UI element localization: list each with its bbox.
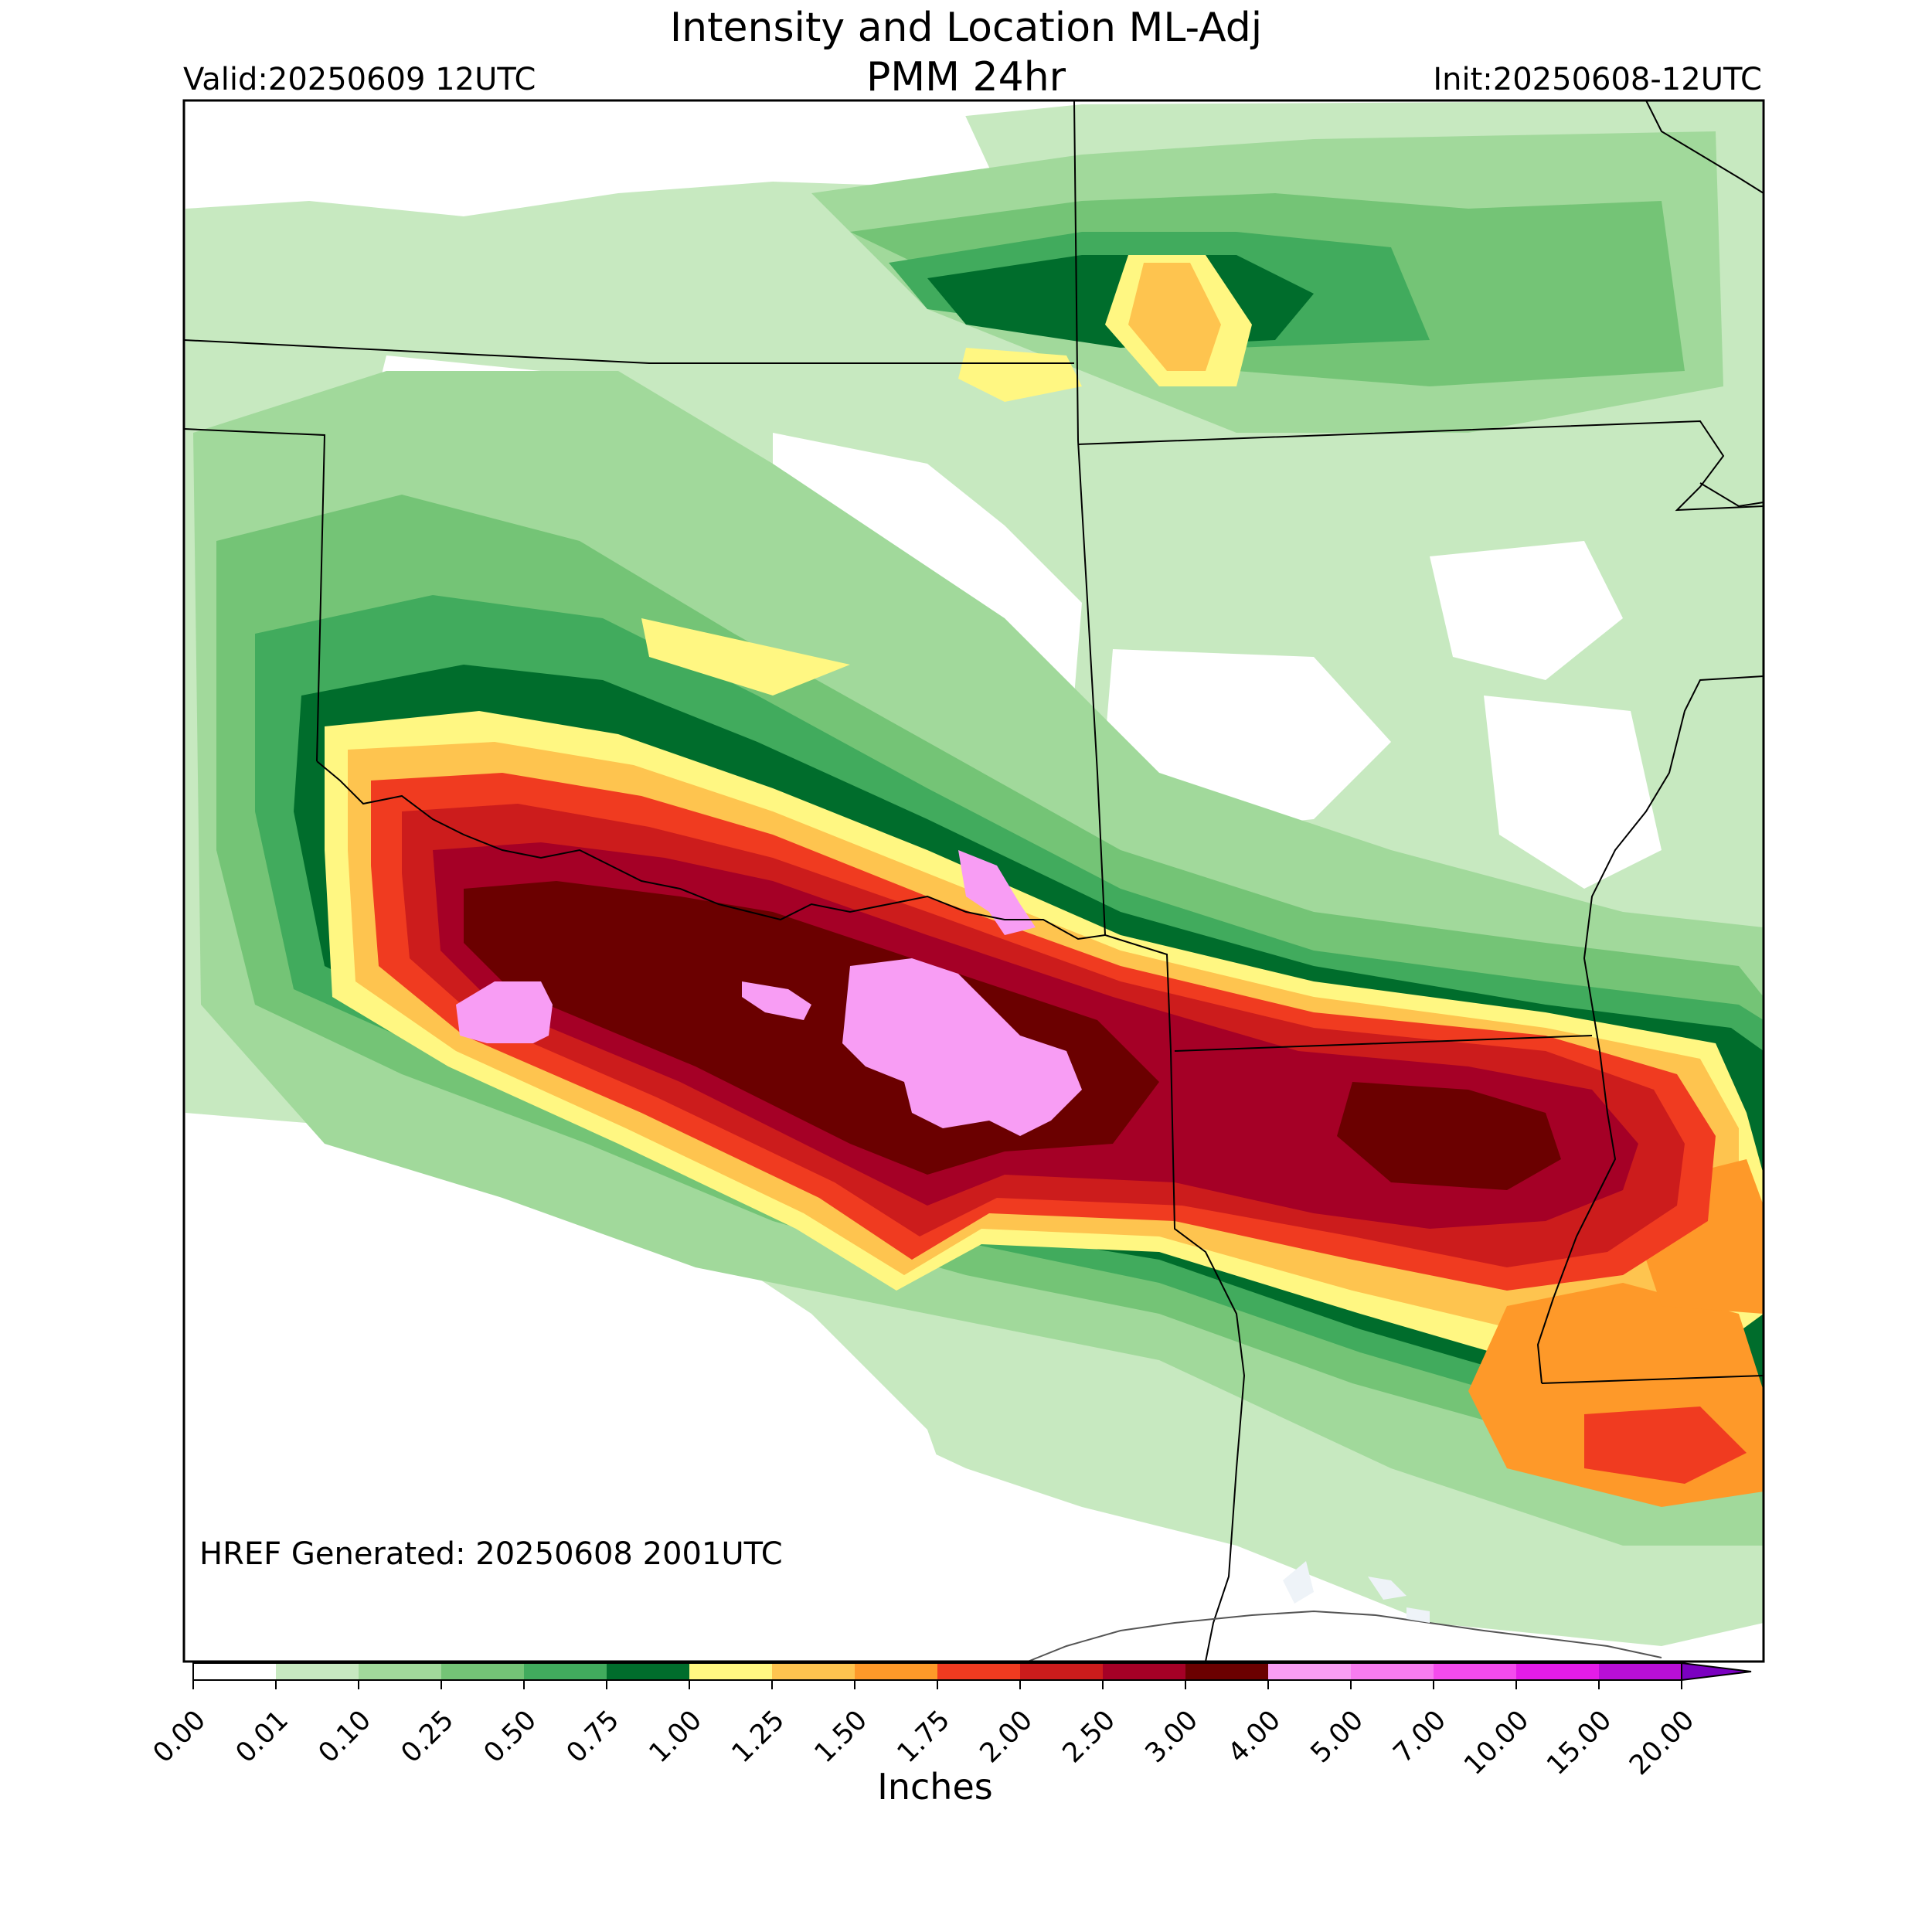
colorbar-swatch xyxy=(193,1663,276,1680)
colorbar-swatch xyxy=(772,1663,855,1680)
colorbar-swatch xyxy=(1516,1663,1599,1680)
map-frame xyxy=(182,99,1765,1663)
colorbar-swatch xyxy=(1351,1663,1434,1680)
colorbar-swatch xyxy=(441,1663,524,1680)
generated-note: HREF Generated: 20250608 2001UTC xyxy=(199,1536,783,1572)
init-time-label: Init:20250608-12UTC xyxy=(1433,62,1762,97)
colorbar-extend-arrow xyxy=(1681,1662,1752,1682)
colorbar xyxy=(192,1662,1752,1689)
colorbar-swatch xyxy=(607,1663,689,1680)
colorbar-swatch xyxy=(1434,1663,1516,1680)
colorbar-label: Inches xyxy=(877,1766,993,1808)
colorbar-swatch xyxy=(524,1663,607,1680)
precip-region-4-00 xyxy=(456,981,553,1043)
coastline xyxy=(1027,1610,1662,1662)
colorbar-swatch xyxy=(1103,1663,1185,1680)
state-boundaries xyxy=(183,100,1764,1662)
colorbar-swatch xyxy=(1599,1663,1682,1680)
valid-time-label: Valid:20250609 12UTC xyxy=(183,62,536,97)
colorbar-swatch xyxy=(855,1663,937,1680)
colorbar-swatch xyxy=(1185,1663,1268,1680)
colorbar-swatch xyxy=(359,1663,441,1680)
colorbar-swatch xyxy=(937,1663,1020,1680)
colorbar-swatch xyxy=(689,1663,772,1680)
colorbar-swatch xyxy=(1268,1663,1351,1680)
chart-title: Intensity and Location ML-Adj xyxy=(669,5,1263,51)
chart-subtitle: PMM 24hr xyxy=(866,54,1066,100)
precip-field xyxy=(185,100,1764,1662)
colorbar-swatch xyxy=(276,1663,359,1680)
colorbar-swatch xyxy=(1020,1663,1103,1680)
